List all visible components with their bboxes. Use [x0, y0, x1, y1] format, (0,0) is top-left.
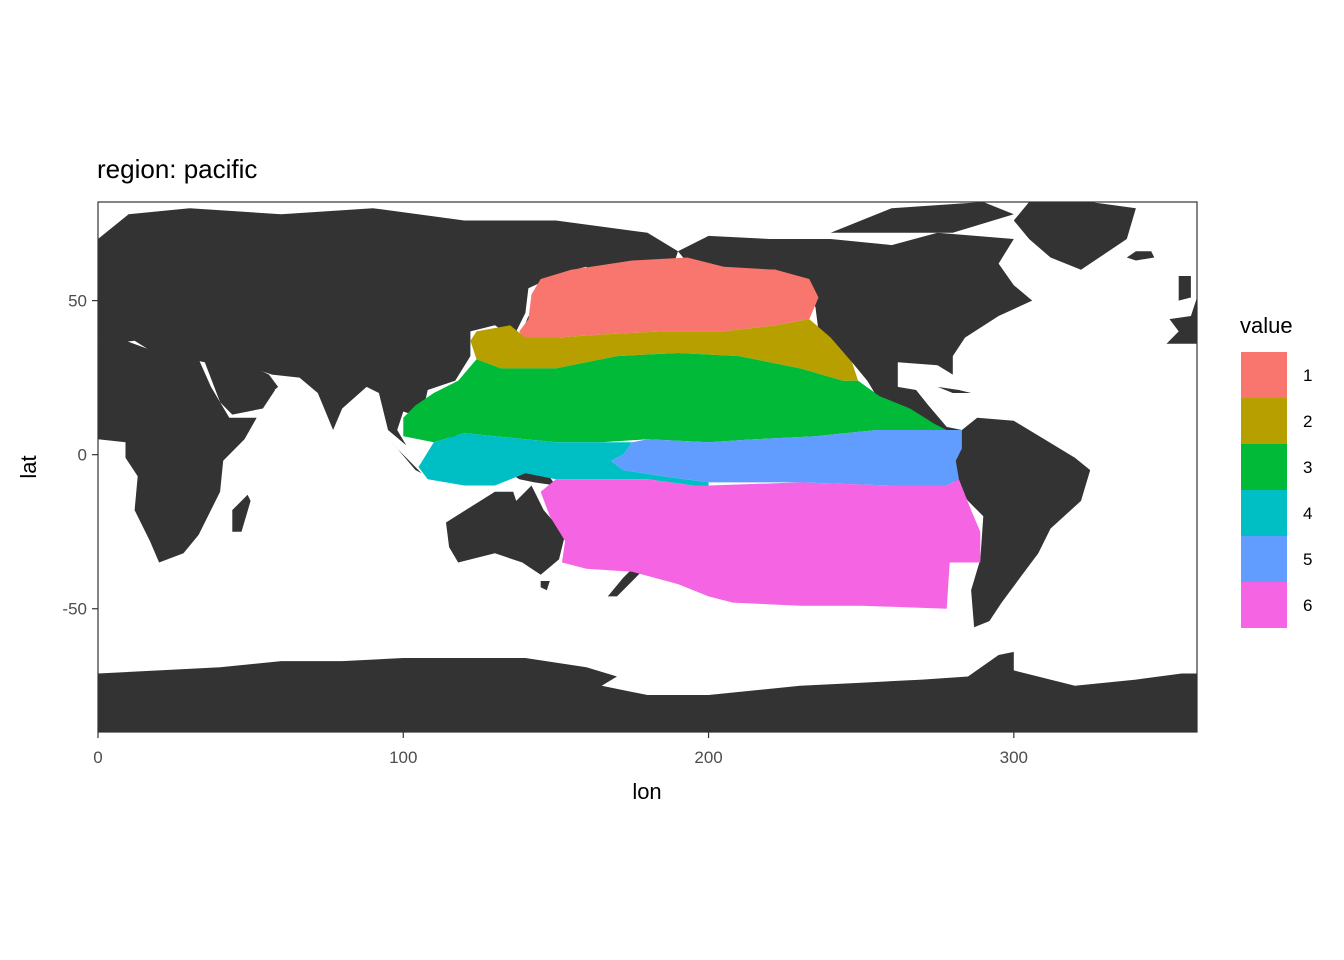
land-australia	[446, 485, 566, 575]
land-madagascar	[232, 494, 251, 532]
land-greenland	[1013, 202, 1136, 270]
land-british-isles	[1178, 276, 1191, 301]
y-tick-label: -50	[62, 600, 87, 619]
land-africa	[98, 340, 257, 563]
land-new-zealand	[607, 568, 642, 597]
region-1	[519, 257, 819, 344]
panel-border	[97, 201, 1198, 733]
plot-title: region: pacific	[97, 154, 257, 184]
legend-title: value	[1240, 313, 1293, 338]
x-tick-label: 300	[1000, 748, 1028, 767]
land-south-america	[949, 417, 1091, 628]
region-6	[540, 479, 981, 609]
legend-label-4: 4	[1303, 504, 1312, 523]
legend-label-3: 3	[1303, 458, 1312, 477]
land-cuba	[937, 386, 972, 393]
region-3	[403, 353, 947, 443]
land-iceland	[1126, 251, 1155, 261]
legend-label-5: 5	[1303, 550, 1312, 569]
y-axis: 50 0 -50	[62, 292, 98, 619]
legend-key-1	[1241, 352, 1287, 398]
y-axis-title: lat	[16, 455, 41, 478]
x-tick-label: 100	[389, 748, 417, 767]
legend-key-2	[1241, 398, 1287, 444]
land-north-america	[678, 232, 1033, 430]
legend-label-1: 1	[1303, 366, 1312, 385]
legend-label-2: 2	[1303, 412, 1312, 431]
legend-key-3	[1241, 444, 1287, 490]
region-4	[418, 433, 709, 486]
y-tick-label: 0	[78, 446, 87, 465]
legend-key-6	[1241, 582, 1287, 628]
legend: value 1 2 3 4 5 6	[1240, 313, 1312, 628]
land-tasmania	[540, 581, 550, 591]
legend-keys: 1 2 3 4 5 6	[1241, 352, 1312, 628]
legend-key-4	[1241, 490, 1287, 536]
x-axis: 0 100 200 300	[93, 732, 1028, 767]
legend-key-5	[1241, 536, 1287, 582]
x-axis-title: lon	[632, 779, 661, 804]
land-sumatra	[388, 439, 422, 474]
land-canadian-archipelago	[830, 202, 1014, 233]
map-panel	[97, 201, 1198, 733]
x-tick-label: 200	[694, 748, 722, 767]
legend-label-6: 6	[1303, 596, 1312, 615]
region-layer	[403, 257, 981, 609]
region-2	[470, 319, 859, 381]
region-5	[610, 430, 962, 486]
land-arabia	[207, 362, 279, 409]
land-antarctica	[98, 651, 1197, 732]
land-europe-west	[1166, 297, 1197, 344]
y-tick-label: 50	[68, 292, 87, 311]
x-tick-label: 0	[93, 748, 102, 767]
